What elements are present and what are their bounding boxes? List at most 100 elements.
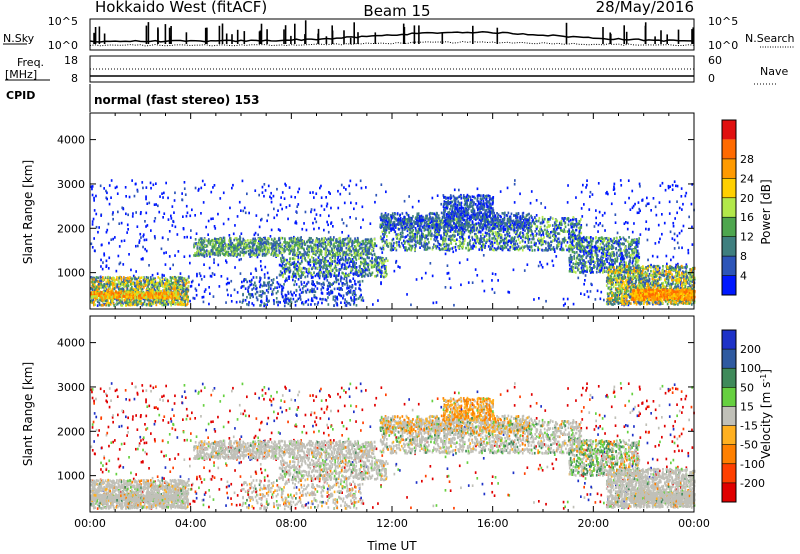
power-cell: [147, 283, 150, 286]
power-cell: [93, 278, 95, 281]
power-cell: [511, 221, 514, 225]
power-cell: [326, 292, 329, 295]
power-cell: [187, 300, 189, 303]
power-cell: [169, 283, 171, 286]
power-cell: [325, 276, 328, 279]
power-cell: [103, 282, 105, 286]
power-cell: [310, 237, 312, 240]
power-cell: [367, 238, 370, 241]
power-cell: [184, 293, 187, 296]
power-cell: [297, 254, 299, 257]
power-cell: [187, 288, 190, 292]
power-cell: [284, 239, 286, 242]
power-cell: [659, 184, 662, 187]
power-cell: [132, 302, 135, 306]
power-cell: [314, 217, 316, 221]
power-cell: [138, 239, 141, 242]
power-cell: [310, 210, 312, 214]
power-cell: [345, 274, 348, 278]
power-cell: [239, 253, 241, 257]
power-cell: [187, 295, 189, 299]
power-cell: [560, 226, 562, 230]
power-cell: [651, 254, 654, 258]
power-cell: [323, 283, 325, 286]
power-cell: [238, 247, 240, 251]
power-cell: [315, 262, 317, 266]
power-cell: [301, 227, 304, 231]
power-cell: [106, 191, 108, 195]
power-cell: [311, 255, 313, 259]
power-cell: [157, 204, 159, 208]
power-cell: [199, 237, 202, 240]
power-cell: [134, 288, 136, 292]
power-cell: [584, 279, 586, 282]
power-cell: [277, 290, 279, 293]
power-cell: [687, 248, 690, 252]
power-cell: [218, 239, 221, 243]
power-cell: [122, 263, 125, 266]
power-cell: [314, 303, 316, 306]
power-cell: [105, 285, 108, 288]
power-cell: [348, 248, 350, 251]
power-cell: [149, 304, 151, 307]
power-cell: [276, 276, 278, 279]
power-cell: [132, 293, 135, 297]
power-cell: [169, 276, 172, 279]
power-cell: [175, 297, 178, 301]
power-cell: [326, 248, 329, 252]
power-cell: [245, 278, 247, 281]
power-cell: [260, 268, 263, 272]
power-cell: [160, 299, 163, 302]
power-cell: [202, 300, 205, 304]
power-cell: [364, 238, 367, 241]
power-cell: [104, 299, 106, 303]
power-cell: [355, 261, 357, 265]
power-cell: [673, 180, 676, 183]
power-cell: [133, 293, 136, 296]
power-cell: [133, 194, 136, 198]
nsky-bar: [349, 37, 352, 44]
power-cell: [619, 179, 622, 182]
power-cell: [175, 286, 178, 290]
power-cell: [276, 244, 278, 247]
power-cell: [124, 299, 127, 303]
power-cell: [335, 280, 338, 284]
power-cell: [315, 239, 317, 242]
power-cell: [312, 239, 314, 242]
power-cell: [384, 275, 387, 278]
nave-tick-top: 60: [708, 54, 722, 67]
power-cell: [205, 249, 208, 252]
power-cell: [105, 299, 108, 302]
power-cell: [130, 268, 132, 272]
power-cell: [353, 291, 355, 294]
power-cell: [248, 211, 250, 215]
power-cell: [112, 278, 114, 282]
power-cell: [319, 258, 321, 262]
power-cell: [314, 246, 316, 249]
power-cell: [250, 272, 252, 275]
power-cell: [603, 298, 605, 302]
power-cell: [438, 248, 441, 252]
power-cell: [109, 289, 112, 293]
power-cell: [280, 257, 282, 260]
power-cell: [585, 223, 588, 227]
power-cell: [239, 236, 242, 240]
power-cell: [124, 291, 127, 294]
power-cell: [369, 222, 372, 225]
power-cell: [179, 297, 181, 300]
power-cell: [553, 250, 556, 253]
power-cell: [110, 277, 113, 280]
power-cell: [319, 252, 322, 255]
power-cell: [267, 250, 269, 254]
power-cell: [155, 182, 157, 185]
power-cell: [278, 273, 281, 277]
power-cell: [309, 258, 311, 262]
power-cell: [294, 272, 297, 276]
power-cell: [132, 289, 134, 293]
power-cell: [184, 283, 187, 287]
power-cell: [672, 255, 675, 259]
power-cell: [346, 248, 349, 252]
power-cell: [276, 281, 279, 284]
power-cell: [116, 302, 119, 306]
power-cell: [382, 258, 385, 261]
